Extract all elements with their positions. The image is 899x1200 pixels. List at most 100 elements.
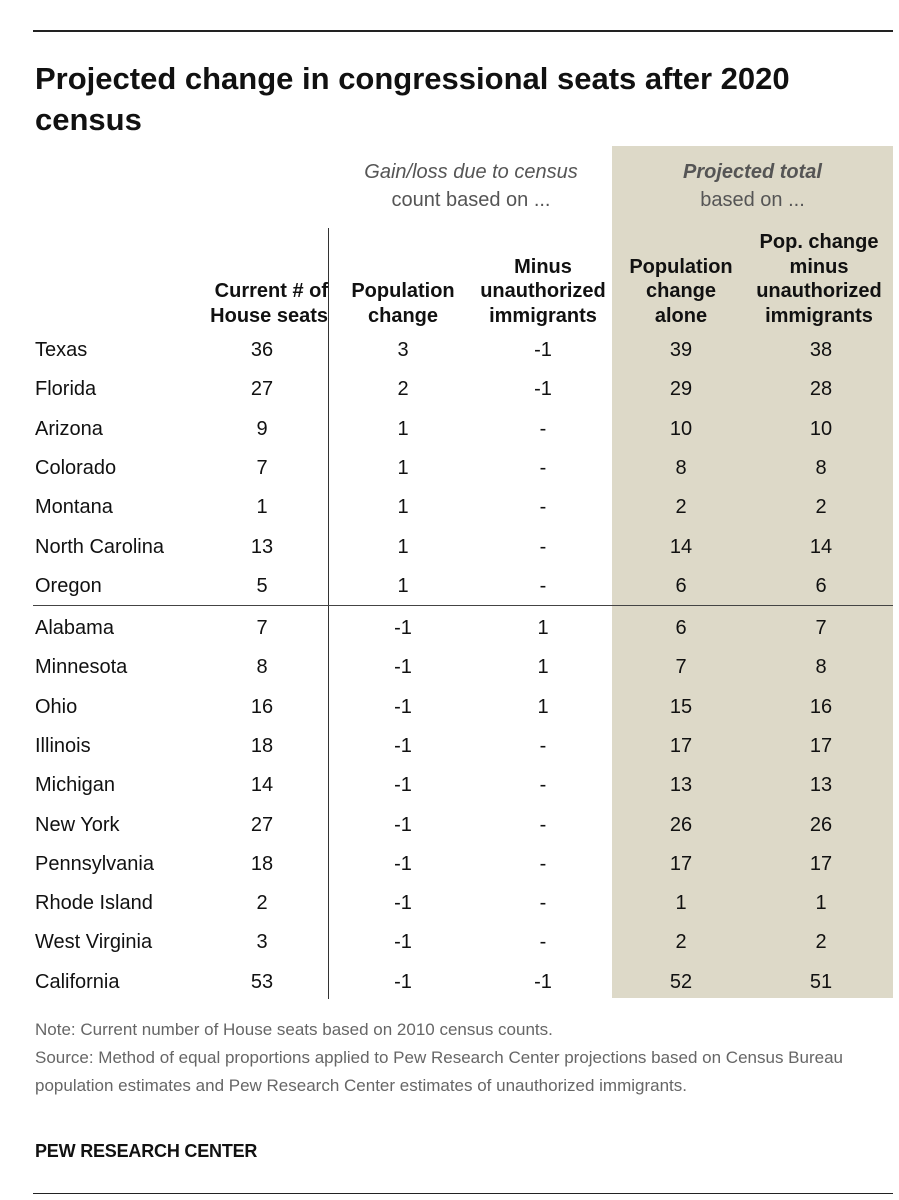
row-state-label: Florida <box>35 378 97 401</box>
cell-pop-change: 2 <box>397 378 409 401</box>
cell-current: 14 <box>250 774 274 797</box>
column-header-line: minus <box>789 255 849 278</box>
cell-total-minus: 8 <box>815 656 827 679</box>
cell-total-minus: 17 <box>809 734 833 757</box>
cell-total-minus: 17 <box>809 852 833 875</box>
cell-pop-change: 1 <box>397 456 409 479</box>
row-state-label: Rhode Island <box>35 892 153 915</box>
column-header-line: change <box>645 280 717 302</box>
cell-total-pop: 1 <box>675 892 687 915</box>
projected-total-shading <box>612 146 893 998</box>
cell-minus-unauth: - <box>539 852 547 875</box>
cell-minus-unauth: - <box>539 574 547 597</box>
cell-pop-change: 3 <box>397 339 409 361</box>
cell-total-pop: 26 <box>669 813 693 836</box>
group-label-gain-loss: Gain/loss due to census count based on .… <box>330 158 612 214</box>
bottom-rule <box>33 1193 893 1194</box>
row-state-label: Minnesota <box>35 656 128 679</box>
cell-minus-unauth: - <box>539 456 547 479</box>
column-divider <box>328 228 329 999</box>
column-header-line: alone <box>654 304 708 327</box>
cell-pop-change: -1 <box>394 695 412 718</box>
cell-total-minus: 2 <box>815 496 827 519</box>
cell-total-pop: 8 <box>675 456 687 479</box>
cell-current: 53 <box>250 970 274 993</box>
cell-current: 13 <box>250 535 274 558</box>
column-header-line: Population <box>351 280 455 302</box>
cell-total-minus: 1 <box>815 892 827 915</box>
cell-total-pop: 14 <box>669 535 693 558</box>
cell-total-minus: 38 <box>809 339 833 361</box>
cell-current: 27 <box>250 813 274 836</box>
column-header-line: unauthorized <box>756 280 882 302</box>
top-rule <box>33 30 893 32</box>
row-state-label: Texas <box>35 339 88 361</box>
cell-total-minus: 7 <box>815 617 827 639</box>
column-header-line: unauthorized <box>480 280 606 302</box>
cell-minus-unauth: - <box>539 417 547 440</box>
cell-pop-change: 1 <box>397 417 409 440</box>
column-header-current: Current # of House seats <box>190 279 328 328</box>
cell-total-pop: 6 <box>675 617 687 639</box>
cell-pop-change: -1 <box>394 931 412 954</box>
cell-total-pop: 7 <box>675 656 687 679</box>
cell-total-pop: 10 <box>669 417 693 440</box>
cell-current: 18 <box>250 734 274 757</box>
cell-current: 3 <box>256 931 268 954</box>
cell-pop-change: -1 <box>394 813 412 836</box>
gain-loss-divider <box>33 605 893 606</box>
cell-current: 27 <box>250 378 274 401</box>
row-state-label: Alabama <box>35 617 114 639</box>
chart-title: Projected change in congressional seats … <box>35 61 790 137</box>
column-header-line: immigrants <box>489 304 597 327</box>
cell-pop-change: 1 <box>397 496 409 519</box>
column-header-line: change <box>367 304 439 327</box>
cell-total-minus: 13 <box>809 774 833 797</box>
cell-total-pop: 29 <box>669 378 693 401</box>
cell-minus-unauth: - <box>539 813 547 836</box>
column-header-line: Minus <box>514 255 572 278</box>
pew-research-logo: PEW RESEARCH CENTER <box>35 1141 258 1161</box>
column-header-line: Current # of <box>214 280 328 302</box>
cell-total-minus: 28 <box>809 378 833 401</box>
row-state-label: North Carolina <box>35 535 164 558</box>
cell-total-minus: 14 <box>809 535 833 558</box>
cell-total-pop: 17 <box>669 852 693 875</box>
column-header-total-minus: Pop. change minus unauthorized immigrants <box>744 230 894 328</box>
cell-total-pop: 6 <box>675 574 687 597</box>
row-state-label: Pennsylvania <box>35 852 154 875</box>
cell-pop-change: -1 <box>394 970 412 993</box>
cell-current: 36 <box>250 339 274 361</box>
cell-pop-change: -1 <box>394 774 412 797</box>
cell-current: 16 <box>250 695 274 718</box>
cell-current: 8 <box>256 656 268 679</box>
cell-total-pop: 2 <box>675 931 687 954</box>
cell-minus-unauth: 1 <box>537 617 549 639</box>
cell-total-pop: 39 <box>669 339 693 361</box>
cell-total-pop: 15 <box>669 695 693 718</box>
cell-pop-change: -1 <box>394 656 412 679</box>
cell-total-minus: 51 <box>809 970 833 993</box>
note-text: Note: Current number of House seats base… <box>35 1020 553 1039</box>
column-header-line: Population <box>629 255 733 278</box>
cell-total-minus: 6 <box>815 574 827 597</box>
cell-minus-unauth: -1 <box>534 339 552 361</box>
cell-current: 9 <box>256 417 268 440</box>
cell-pop-change: -1 <box>394 852 412 875</box>
cell-minus-unauth: - <box>539 734 547 757</box>
cell-total-minus: 2 <box>815 931 827 954</box>
group-label-gain-loss-line2: count based on ... <box>391 189 551 211</box>
cell-minus-unauth: 1 <box>537 695 549 718</box>
column-header-total-pop: Population change alone <box>614 255 748 329</box>
cell-minus-unauth: - <box>539 774 547 797</box>
cell-current: 18 <box>250 852 274 875</box>
row-state-label: California <box>35 970 120 993</box>
row-state-label: Montana <box>35 496 113 519</box>
cell-minus-unauth: - <box>539 892 547 915</box>
cell-minus-unauth: - <box>539 496 547 519</box>
column-header-line: Pop. change <box>759 231 879 253</box>
row-state-label: New York <box>35 813 120 836</box>
row-state-label: Oregon <box>35 574 102 597</box>
row-state-label: Michigan <box>35 774 116 797</box>
group-label-projected-total: Projected total based on ... <box>612 158 893 214</box>
